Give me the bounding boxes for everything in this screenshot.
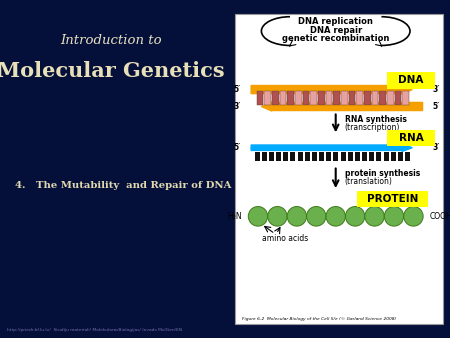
FancyBboxPatch shape: [326, 152, 331, 161]
FancyBboxPatch shape: [235, 14, 443, 324]
FancyBboxPatch shape: [364, 91, 370, 105]
FancyBboxPatch shape: [280, 91, 286, 105]
FancyBboxPatch shape: [377, 152, 382, 161]
FancyBboxPatch shape: [262, 152, 267, 161]
Text: DNA replication: DNA replication: [298, 18, 373, 26]
FancyBboxPatch shape: [387, 72, 435, 89]
FancyArrow shape: [251, 144, 412, 151]
Text: Molecular Genetics: Molecular Genetics: [0, 61, 225, 81]
Text: Introduction to: Introduction to: [60, 34, 162, 47]
Text: COOH: COOH: [429, 212, 450, 221]
FancyBboxPatch shape: [349, 91, 355, 105]
FancyBboxPatch shape: [402, 91, 409, 105]
FancyBboxPatch shape: [326, 91, 332, 105]
Text: 4.   The Mutability  and Repair of DNA: 4. The Mutability and Repair of DNA: [15, 182, 232, 190]
FancyArrow shape: [261, 102, 423, 111]
Text: 5′: 5′: [433, 102, 440, 111]
Text: http://priedr.bf.lu.lv/  Studiju materiali/ MolekularasBiologijas/ Ievads MolGen: http://priedr.bf.lu.lv/ Studiju material…: [7, 328, 182, 332]
FancyBboxPatch shape: [379, 91, 386, 105]
FancyBboxPatch shape: [319, 152, 324, 161]
FancyArrow shape: [251, 85, 412, 94]
Ellipse shape: [268, 207, 287, 226]
FancyBboxPatch shape: [318, 91, 324, 105]
Ellipse shape: [326, 207, 346, 226]
FancyBboxPatch shape: [333, 91, 340, 105]
Text: protein synthesis: protein synthesis: [345, 169, 420, 178]
FancyBboxPatch shape: [369, 152, 374, 161]
FancyBboxPatch shape: [257, 91, 263, 105]
FancyBboxPatch shape: [265, 91, 271, 105]
Ellipse shape: [287, 207, 306, 226]
Text: 3′: 3′: [432, 85, 440, 94]
FancyBboxPatch shape: [391, 152, 396, 161]
FancyBboxPatch shape: [387, 130, 435, 146]
Ellipse shape: [346, 207, 365, 226]
FancyBboxPatch shape: [290, 152, 295, 161]
Text: 5′: 5′: [234, 143, 241, 152]
FancyBboxPatch shape: [269, 152, 274, 161]
Text: RNA: RNA: [399, 133, 423, 143]
Text: DNA repair: DNA repair: [310, 26, 362, 35]
Text: 3′: 3′: [234, 102, 241, 111]
Ellipse shape: [404, 207, 423, 226]
FancyBboxPatch shape: [288, 91, 294, 105]
FancyBboxPatch shape: [295, 91, 302, 105]
Text: PROTEIN: PROTEIN: [367, 194, 419, 204]
Text: Figure 6-2  Molecular Biology of the Cell 5/e (© Garland Science 2008): Figure 6-2 Molecular Biology of the Cell…: [242, 317, 396, 321]
FancyBboxPatch shape: [305, 152, 310, 161]
FancyBboxPatch shape: [362, 152, 367, 161]
Text: (translation): (translation): [345, 177, 393, 186]
FancyBboxPatch shape: [398, 152, 403, 161]
FancyBboxPatch shape: [357, 191, 428, 207]
FancyBboxPatch shape: [355, 152, 360, 161]
Text: amino acids: amino acids: [262, 234, 309, 243]
Ellipse shape: [365, 207, 384, 226]
Text: DNA: DNA: [398, 75, 424, 86]
FancyBboxPatch shape: [395, 91, 401, 105]
Text: RNA synthesis: RNA synthesis: [345, 116, 407, 124]
FancyBboxPatch shape: [272, 91, 279, 105]
FancyBboxPatch shape: [383, 152, 389, 161]
FancyBboxPatch shape: [405, 152, 410, 161]
Text: 3′: 3′: [432, 143, 440, 152]
Text: (transcription): (transcription): [345, 123, 400, 132]
FancyBboxPatch shape: [283, 152, 288, 161]
FancyBboxPatch shape: [341, 91, 347, 105]
FancyBboxPatch shape: [333, 152, 338, 161]
Text: genetic recombination: genetic recombination: [282, 34, 389, 43]
FancyBboxPatch shape: [312, 152, 317, 161]
Text: 5′: 5′: [234, 85, 241, 94]
FancyBboxPatch shape: [297, 152, 302, 161]
FancyBboxPatch shape: [387, 91, 394, 105]
Ellipse shape: [384, 207, 404, 226]
FancyBboxPatch shape: [348, 152, 353, 161]
Ellipse shape: [248, 207, 268, 226]
FancyBboxPatch shape: [310, 91, 317, 105]
FancyBboxPatch shape: [341, 152, 346, 161]
FancyBboxPatch shape: [372, 91, 378, 105]
FancyBboxPatch shape: [356, 91, 363, 105]
FancyBboxPatch shape: [255, 152, 260, 161]
Ellipse shape: [306, 207, 326, 226]
FancyBboxPatch shape: [303, 91, 309, 105]
Text: H₂N: H₂N: [227, 212, 242, 221]
FancyBboxPatch shape: [276, 152, 281, 161]
